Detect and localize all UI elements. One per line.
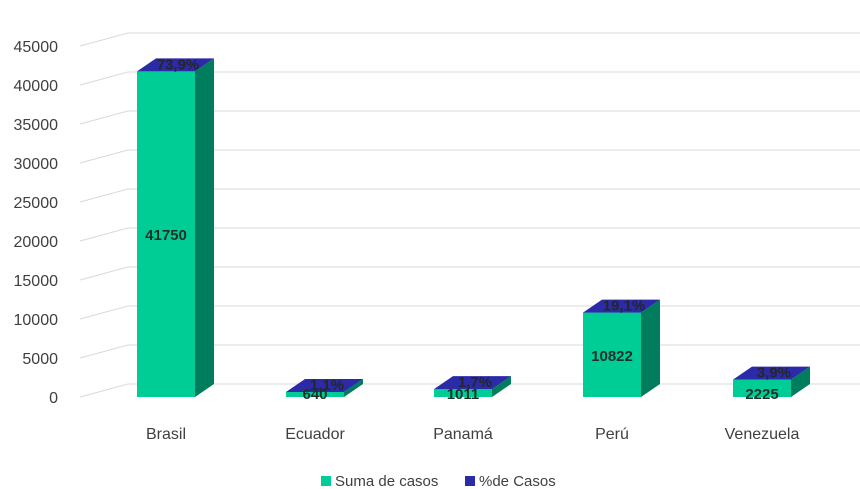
y-tick-label: 5000 bbox=[22, 351, 58, 368]
category-label: Brasil bbox=[146, 426, 186, 443]
bar-group: 2225 3,9% bbox=[733, 365, 810, 403]
bar bbox=[733, 379, 791, 397]
category-label: Venezuela bbox=[725, 426, 800, 443]
value-label: 41750 bbox=[145, 227, 187, 244]
gridline bbox=[79, 32, 860, 47]
gridline bbox=[79, 227, 860, 242]
legend-swatch-cases bbox=[321, 476, 331, 486]
legend-swatch-percent bbox=[465, 476, 475, 486]
percent-label: 73,9% bbox=[157, 56, 200, 73]
value-label: 1011 bbox=[447, 386, 480, 403]
y-tick-label: 20000 bbox=[14, 234, 59, 251]
legend-label-percent: %de Casos bbox=[479, 473, 556, 489]
bar bbox=[286, 392, 344, 397]
legend: Suma de casos %de Casos bbox=[321, 473, 556, 489]
legend-label-cases: Suma de casos bbox=[335, 473, 438, 489]
bar-top bbox=[733, 366, 810, 380]
gridline bbox=[79, 110, 860, 125]
value-label: 640 bbox=[302, 386, 327, 403]
gridline bbox=[79, 149, 860, 164]
y-tick-label: 40000 bbox=[14, 78, 59, 95]
y-tick-label: 15000 bbox=[14, 273, 59, 290]
category-label: Perú bbox=[595, 426, 629, 443]
bar bbox=[583, 312, 641, 397]
y-tick-label: 25000 bbox=[14, 195, 59, 212]
gridline bbox=[79, 266, 860, 281]
x-axis: Brasil Ecuador Panamá Perú Venezuela bbox=[146, 426, 799, 443]
bar-side bbox=[195, 58, 214, 397]
percent-label: 1,7% bbox=[458, 374, 492, 391]
bar bbox=[137, 71, 195, 397]
value-label: 2225 bbox=[745, 386, 778, 403]
y-tick-label: 30000 bbox=[14, 156, 59, 173]
bar-side bbox=[492, 376, 511, 397]
bar-top bbox=[137, 58, 214, 72]
y-tick-label: 35000 bbox=[14, 117, 59, 134]
category-label: Ecuador bbox=[285, 426, 345, 443]
y-tick-label: 45000 bbox=[14, 39, 59, 56]
grid-layer bbox=[79, 32, 860, 398]
bar-top bbox=[286, 379, 363, 393]
bar-side bbox=[791, 366, 810, 397]
value-label: 10822 bbox=[591, 348, 633, 365]
percent-label: 3,9% bbox=[757, 365, 791, 382]
y-tick-label: 10000 bbox=[14, 312, 59, 329]
bar-side bbox=[344, 379, 363, 397]
category-label: Panamá bbox=[433, 426, 493, 443]
y-tick-label: 0 bbox=[49, 390, 58, 407]
gridline bbox=[79, 71, 860, 86]
percent-label: 1,1% bbox=[310, 377, 344, 394]
bar-top bbox=[434, 376, 511, 390]
y-axis: 0 5000 10000 15000 20000 25000 30000 35000 40000… bbox=[14, 39, 59, 407]
bar-group: 41750 73,9% bbox=[137, 56, 214, 397]
percent-label: 19,1% bbox=[603, 298, 646, 315]
bar-side bbox=[641, 299, 660, 397]
bar-group: 10822 19,1% bbox=[583, 298, 660, 397]
bar-top bbox=[583, 299, 660, 313]
gridline bbox=[79, 188, 860, 203]
bar bbox=[434, 389, 492, 397]
